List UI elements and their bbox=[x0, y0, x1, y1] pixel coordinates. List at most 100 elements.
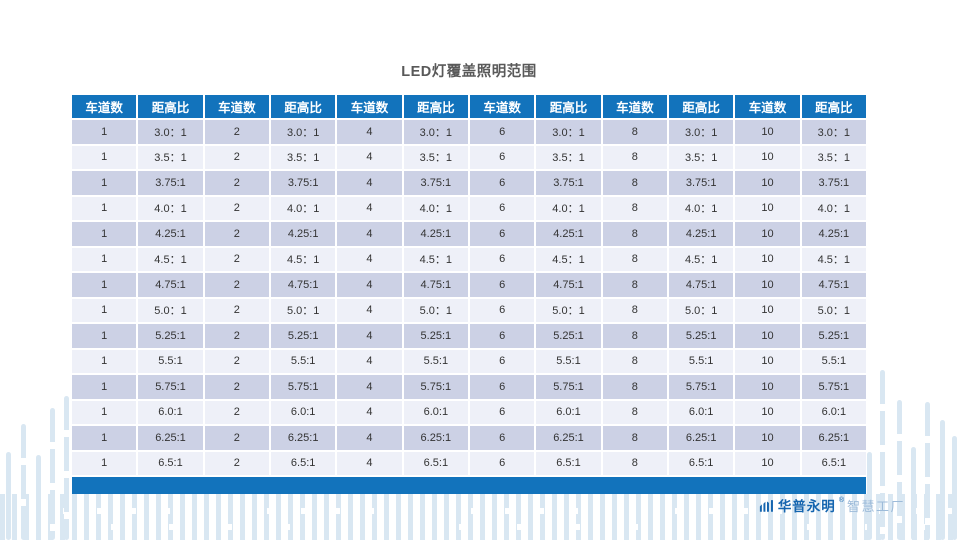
lane-count-cell: 8 bbox=[602, 426, 667, 450]
lane-count-cell: 10 bbox=[735, 400, 800, 424]
ratio-cell: 6.5:1 bbox=[669, 451, 734, 475]
header-cell-lanes: 车道数 bbox=[470, 95, 535, 118]
ratio-cell: 3.75:1 bbox=[271, 171, 336, 195]
lane-count-cell: 1 bbox=[72, 324, 137, 348]
ratio-cell: 4.75:1 bbox=[669, 273, 734, 297]
lane-count-cell: 10 bbox=[735, 324, 800, 348]
header-cell-ratio: 距高比 bbox=[271, 95, 336, 118]
lane-count-cell: 4 bbox=[337, 400, 402, 424]
header-cell-ratio: 距高比 bbox=[403, 95, 468, 118]
lane-count-cell: 2 bbox=[204, 426, 269, 450]
brand-name: 华普永明 bbox=[777, 499, 836, 514]
lane-count-cell: 4 bbox=[337, 426, 402, 450]
ratio-cell: 4.0：1 bbox=[403, 196, 468, 220]
ratio-cell: 6.5:1 bbox=[403, 451, 468, 475]
lane-count-cell: 2 bbox=[204, 171, 269, 195]
lane-count-cell: 8 bbox=[602, 120, 667, 144]
lane-count-cell: 6 bbox=[470, 349, 535, 373]
ratio-cell: 4.25:1 bbox=[669, 222, 734, 246]
lane-count-cell: 1 bbox=[72, 222, 137, 246]
lane-count-cell: 1 bbox=[72, 120, 137, 144]
lane-count-cell: 10 bbox=[735, 349, 800, 373]
table-row: 1 6.5:1 2 6.5:1 4 6.5:1 6 6.5:1 8 6.5:1 10 6.5:1 bbox=[72, 451, 866, 475]
ratio-cell: 4.5：1 bbox=[403, 247, 468, 271]
ratio-cell: 5.25:1 bbox=[669, 324, 734, 348]
lane-count-cell: 8 bbox=[602, 298, 667, 322]
header-cell-ratio: 距高比 bbox=[536, 95, 601, 118]
lane-count-cell: 8 bbox=[602, 324, 667, 348]
lane-count-cell: 10 bbox=[735, 426, 800, 450]
lane-count-cell: 2 bbox=[204, 196, 269, 220]
lane-count-cell: 1 bbox=[72, 171, 137, 195]
lane-count-cell: 8 bbox=[602, 196, 667, 220]
ratio-cell: 4.5：1 bbox=[536, 247, 601, 271]
ratio-cell: 5.5:1 bbox=[801, 349, 866, 373]
lane-count-cell: 6 bbox=[470, 120, 535, 144]
lane-count-cell: 10 bbox=[735, 171, 800, 195]
lane-count-cell: 4 bbox=[337, 451, 402, 475]
ratio-cell: 4.25:1 bbox=[138, 222, 203, 246]
lane-count-cell: 1 bbox=[72, 247, 137, 271]
ratio-cell: 3.75:1 bbox=[536, 171, 601, 195]
ratio-cell: 5.5:1 bbox=[138, 349, 203, 373]
ratio-cell: 5.0：1 bbox=[403, 298, 468, 322]
lane-count-cell: 4 bbox=[337, 196, 402, 220]
equalizer-bar-decoration bbox=[6, 452, 11, 540]
ratio-cell: 6.0:1 bbox=[271, 400, 336, 424]
ratio-cell: 6.0:1 bbox=[536, 400, 601, 424]
ratio-cell: 4.75:1 bbox=[271, 273, 336, 297]
lane-count-cell: 6 bbox=[470, 222, 535, 246]
ratio-cell: 5.75:1 bbox=[536, 375, 601, 399]
lane-count-cell: 10 bbox=[735, 375, 800, 399]
ratio-cell: 3.0：1 bbox=[669, 120, 734, 144]
ratio-cell: 5.0：1 bbox=[138, 298, 203, 322]
ratio-cell: 4.5：1 bbox=[669, 247, 734, 271]
ratio-cell: 4.75:1 bbox=[138, 273, 203, 297]
lane-count-cell: 10 bbox=[735, 273, 800, 297]
lane-count-cell: 10 bbox=[735, 222, 800, 246]
ratio-cell: 4.75:1 bbox=[403, 273, 468, 297]
lane-count-cell: 6 bbox=[470, 196, 535, 220]
table-row: 1 6.25:1 2 6.25:1 4 6.25:1 6 6.25:1 8 6.25:1 10 6.2… bbox=[72, 426, 866, 450]
lane-count-cell: 8 bbox=[602, 375, 667, 399]
ratio-cell: 3.5：1 bbox=[403, 145, 468, 169]
lane-count-cell: 2 bbox=[204, 298, 269, 322]
ratio-cell: 3.0：1 bbox=[138, 120, 203, 144]
lane-count-cell: 2 bbox=[204, 400, 269, 424]
header-cell-lanes: 车道数 bbox=[337, 95, 402, 118]
ratio-cell: 4.0：1 bbox=[536, 196, 601, 220]
ratio-cell: 5.0：1 bbox=[669, 298, 734, 322]
ratio-cell: 4.25:1 bbox=[536, 222, 601, 246]
lane-count-cell: 8 bbox=[602, 247, 667, 271]
coverage-table: 车道数 距高比 车道数 距高比 车道数 距高比 车道数 距高比 车道数 距高比 车道数 距高比 1 3.… bbox=[72, 95, 866, 494]
lane-count-cell: 4 bbox=[337, 324, 402, 348]
lane-count-cell: 2 bbox=[204, 247, 269, 271]
lane-count-cell: 4 bbox=[337, 273, 402, 297]
header-cell-ratio: 距高比 bbox=[669, 95, 734, 118]
lane-count-cell: 8 bbox=[602, 349, 667, 373]
table-row: 1 5.25:1 2 5.25:1 4 5.25:1 6 5.25:1 8 5.25:1 10 5.2… bbox=[72, 324, 866, 348]
ratio-cell: 5.75:1 bbox=[669, 375, 734, 399]
ratio-cell: 4.75:1 bbox=[536, 273, 601, 297]
equalizer-bar-decoration bbox=[952, 436, 957, 540]
table-row: 1 4.5：1 2 4.5：1 4 4.5：1 6 4.5：1 8 4.5：1 10 4.5：1 bbox=[72, 247, 866, 271]
ratio-cell: 6.0:1 bbox=[138, 400, 203, 424]
ratio-cell: 6.25:1 bbox=[271, 426, 336, 450]
lane-count-cell: 10 bbox=[735, 247, 800, 271]
ratio-cell: 5.5:1 bbox=[669, 349, 734, 373]
lane-count-cell: 6 bbox=[470, 171, 535, 195]
ratio-cell: 6.25:1 bbox=[669, 426, 734, 450]
equalizer-bar-decoration bbox=[867, 452, 872, 540]
ratio-cell: 6.0:1 bbox=[669, 400, 734, 424]
page-title: LED灯覆盖照明范围 bbox=[401, 64, 537, 80]
factory-logo-icon bbox=[759, 499, 773, 512]
ratio-cell: 5.0：1 bbox=[801, 298, 866, 322]
ratio-cell: 4.25:1 bbox=[801, 222, 866, 246]
lane-count-cell: 2 bbox=[204, 120, 269, 144]
brand-suffix: 智慧工厂 bbox=[846, 498, 905, 514]
lane-count-cell: 8 bbox=[602, 273, 667, 297]
registered-mark: ® bbox=[838, 496, 844, 504]
lane-count-cell: 8 bbox=[602, 222, 667, 246]
ratio-cell: 3.0：1 bbox=[536, 120, 601, 144]
